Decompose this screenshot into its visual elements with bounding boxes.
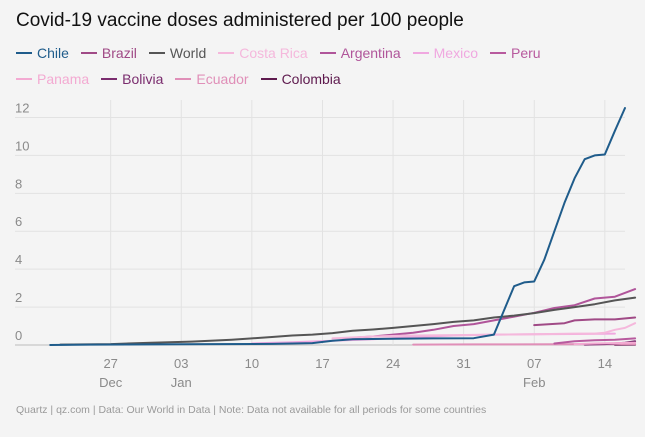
- legend-label: World: [169, 45, 207, 61]
- legend-swatch: [101, 78, 118, 80]
- x-tick-label: 24: [386, 356, 400, 371]
- x-tick-sublabel: Dec: [99, 375, 123, 390]
- legend-label: Bolivia: [122, 71, 164, 87]
- legend-swatch: [319, 52, 336, 54]
- y-tick-label: 8: [15, 176, 22, 191]
- chart-legend: Chile Brazil World Costa Rica Argentina Mexic…: [16, 43, 636, 89]
- legend-item-costa-rica: Costa Rica: [218, 43, 308, 63]
- series-line-panama: [573, 341, 637, 346]
- legend-item-ecuador: Ecuador: [175, 69, 249, 89]
- x-tick-label: 07: [527, 356, 541, 371]
- legend-item-colombia: Colombia: [260, 69, 341, 89]
- legend-label: Ecuador: [196, 71, 249, 87]
- x-tick-sublabel: Jan: [171, 375, 192, 390]
- x-tick-label: 27: [103, 356, 117, 371]
- legend-swatch: [16, 78, 32, 80]
- legend-swatch: [148, 52, 165, 54]
- legend-item-argentina: Argentina: [319, 43, 401, 63]
- x-tick-label: 31: [456, 356, 470, 371]
- legend-item-chile: Chile: [16, 43, 69, 63]
- source-footer: Quartz | qz.com | Data: Our World in Dat…: [16, 404, 487, 416]
- series-line-chile: [49, 107, 626, 346]
- y-tick-label: 2: [15, 290, 22, 305]
- legend-label: Colombia: [281, 71, 341, 87]
- y-tick-label: 12: [15, 100, 29, 115]
- x-tick-label: 10: [245, 356, 259, 371]
- legend-label: Peru: [511, 45, 541, 61]
- series-line-costa-rica: [331, 322, 637, 340]
- legend-label: Argentina: [340, 45, 401, 61]
- series-line-brazil: [533, 316, 637, 327]
- y-tick-label: 0: [15, 328, 22, 343]
- legend-label: Mexico: [433, 45, 478, 61]
- chart-title: Covid-19 vaccine doses administered per …: [16, 10, 464, 31]
- x-tick-label: 14: [598, 356, 612, 371]
- x-tick-sublabel: Feb: [523, 375, 545, 390]
- legend-item-bolivia: Bolivia: [101, 69, 163, 89]
- x-tick-label: 17: [315, 356, 329, 371]
- legend-item-mexico: Mexico: [412, 43, 478, 63]
- series-line-argentina: [341, 288, 637, 340]
- legend-item-peru: Peru: [490, 43, 541, 63]
- legend-item-panama: Panama: [16, 69, 89, 89]
- legend-label: Costa Rica: [239, 45, 308, 61]
- legend-swatch: [218, 52, 235, 54]
- legend-swatch: [175, 78, 192, 80]
- y-tick-label: 4: [15, 252, 22, 267]
- y-tick-label: 6: [15, 214, 22, 229]
- series-line-peru: [553, 337, 637, 345]
- legend-item-brazil: Brazil: [80, 43, 137, 63]
- legend-swatch: [412, 52, 429, 54]
- legend-swatch: [80, 52, 97, 54]
- y-tick-label: 10: [15, 138, 29, 153]
- legend-swatch: [16, 52, 32, 54]
- legend-label: Brazil: [101, 45, 137, 61]
- legend-swatch: [490, 52, 506, 54]
- series-line-world: [59, 296, 637, 346]
- legend-label: Panama: [37, 71, 90, 87]
- x-tick-label: 03: [174, 356, 188, 371]
- legend-label: Chile: [37, 45, 69, 61]
- legend-item-world: World: [148, 43, 207, 63]
- legend-swatch: [260, 78, 277, 80]
